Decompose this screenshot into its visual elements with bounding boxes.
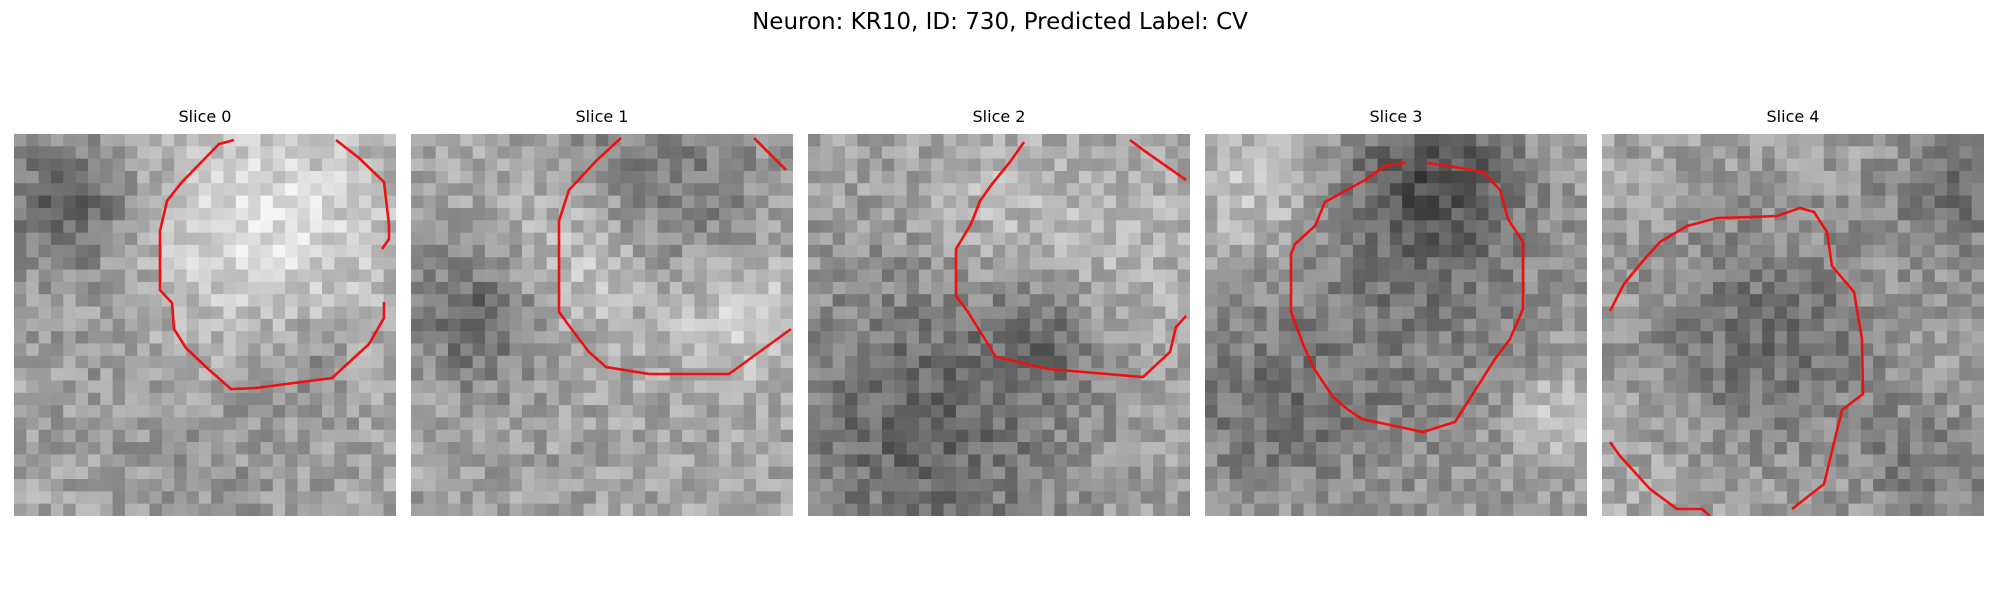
contour-line — [1608, 441, 1711, 516]
contour-line — [1289, 161, 1525, 434]
slice-panel-1: Slice 1 — [411, 107, 793, 516]
contour-line — [753, 137, 787, 171]
grayscale-pixels — [1205, 134, 1587, 516]
slice-image — [1602, 134, 1984, 516]
slice-image — [808, 134, 1190, 516]
slice-image — [1205, 134, 1587, 516]
grayscale-pixels — [14, 134, 396, 516]
contour-line — [954, 141, 1187, 379]
slice-panel-0: Slice 0 — [14, 107, 396, 516]
contour-line — [335, 138, 391, 250]
grayscale-pixels — [1602, 134, 1984, 516]
slice-title: Slice 0 — [178, 107, 232, 126]
grayscale-pixels — [411, 134, 793, 516]
slice-title: Slice 1 — [575, 107, 629, 126]
slice-title: Slice 3 — [1369, 107, 1423, 126]
slice-title: Slice 4 — [1766, 107, 1820, 126]
contour-line — [1608, 206, 1865, 511]
grayscale-pixels — [808, 134, 1190, 516]
contour-line — [1129, 138, 1187, 182]
slice-title: Slice 2 — [972, 107, 1026, 126]
slice-panel-3: Slice 3 — [1205, 107, 1587, 516]
slice-image — [14, 134, 396, 516]
contour-line — [158, 138, 386, 391]
figure-title: Neuron: KR10, ID: 730, Predicted Label: … — [752, 9, 1248, 35]
slice-panel-2: Slice 2 — [808, 107, 1190, 516]
slice-panel-4: Slice 4 — [1602, 107, 1984, 516]
slice-image — [411, 134, 793, 516]
contour-line — [557, 137, 792, 376]
